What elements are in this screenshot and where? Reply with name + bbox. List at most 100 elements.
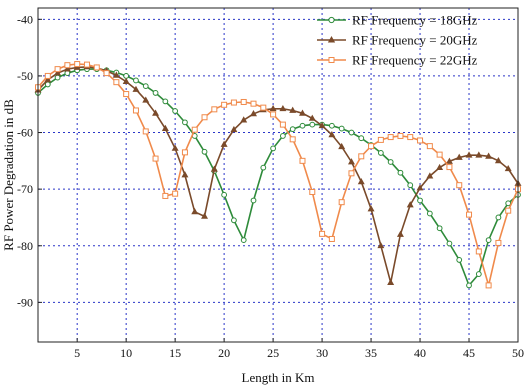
data-point-20ghz: [504, 164, 512, 172]
data-point-18ghz: [436, 225, 443, 232]
data-point-20ghz: [396, 230, 404, 237]
data-point-20ghz: [455, 153, 463, 160]
data-point-20ghz: [279, 104, 287, 112]
data-point-18ghz: [417, 197, 423, 204]
legend-item-18ghz: RF Frequency = 18GHz: [317, 13, 478, 28]
data-point-20ghz: [201, 212, 209, 219]
data-point-18ghz: [348, 129, 355, 136]
data-point-18ghz: [475, 271, 482, 277]
data-point-20ghz: [406, 201, 414, 208]
data-point-20ghz: [171, 144, 179, 151]
axis-ticks: 5 10 15 20 25 30 35 40 45 50 -40 -50 -60 -70 -80 -90: [17, 12, 524, 360]
data-point-22ghz: [270, 111, 277, 118]
plot-frame: [37, 7, 519, 343]
y-tick-label: -50: [17, 69, 33, 83]
data-point-20ghz: [357, 177, 365, 185]
y-tick-label: -80: [17, 239, 33, 253]
legend-label-20ghz: RF Frequency = 20GHz: [352, 33, 478, 48]
data-point-18ghz: [54, 74, 61, 81]
data-point-20ghz: [289, 106, 297, 113]
x-tick-label: 20: [218, 346, 230, 360]
data-point-22ghz: [142, 128, 149, 135]
data-point-22ghz: [309, 188, 316, 195]
data-point-18ghz: [456, 257, 463, 263]
data-point-18ghz: [338, 125, 345, 132]
data-point-22ghz: [181, 149, 188, 156]
legend-item-22ghz: RF Frequency = 22GHz: [317, 53, 478, 68]
data-point-18ghz: [221, 191, 228, 198]
data-point-22ghz: [436, 151, 443, 158]
data-point-20ghz: [347, 158, 355, 165]
data-point-20ghz: [436, 163, 444, 171]
data-point-22ghz: [230, 99, 237, 106]
data-point-20ghz: [220, 140, 228, 147]
data-point-18ghz: [270, 145, 277, 152]
legend-marker-20ghz: [327, 35, 336, 43]
data-point-22ghz: [221, 101, 228, 108]
data-point-20ghz: [54, 69, 62, 76]
x-tick-label: 35: [365, 346, 377, 360]
legend-marker-18ghz: [328, 16, 335, 24]
data-point-20ghz: [63, 65, 71, 72]
data-point-18ghz: [123, 73, 130, 79]
data-point-18ghz: [201, 148, 208, 155]
data-point-22ghz: [387, 134, 394, 141]
data-point-20ghz: [250, 110, 257, 117]
x-tick-label: 40: [414, 346, 426, 360]
data-point-18ghz: [142, 83, 149, 90]
data-point-18ghz: [387, 159, 394, 165]
data-point-22ghz: [495, 239, 502, 246]
data-point-22ghz: [328, 235, 335, 242]
data-point-18ghz: [328, 122, 335, 129]
data-point-20ghz: [181, 171, 189, 178]
data-point-20ghz: [465, 151, 473, 158]
data-point-22ghz: [132, 107, 139, 114]
data-point-18ghz: [446, 240, 453, 247]
data-point-22ghz: [456, 182, 463, 189]
data-point-22ghz: [152, 155, 159, 162]
data-point-22ghz: [368, 143, 375, 150]
data-point-20ghz: [328, 130, 336, 138]
data-point-20ghz: [338, 142, 346, 150]
legend: RF Frequency = 18GHz RF Frequency = 20GH…: [317, 13, 478, 68]
data-point-20ghz: [122, 77, 130, 84]
data-point-22ghz: [397, 132, 404, 139]
legend-label-22ghz: RF Frequency = 22GHz: [352, 53, 478, 68]
y-tick-label: -90: [17, 295, 33, 309]
data-point-20ghz: [152, 109, 160, 116]
series-22ghz: [35, 61, 521, 289]
data-point-22ghz: [44, 72, 51, 79]
data-point-18ghz: [231, 217, 237, 224]
data-point-20ghz: [494, 157, 502, 164]
data-point-22ghz: [83, 61, 90, 68]
data-point-22ghz: [162, 192, 169, 199]
data-point-18ghz: [495, 214, 502, 221]
data-point-20ghz: [377, 241, 385, 249]
data-point-20ghz: [308, 114, 316, 121]
y-axis-title: RF Power Degradation in dB: [1, 99, 16, 251]
data-point-18ghz: [485, 237, 492, 244]
data-point-22ghz: [299, 157, 306, 164]
data-point-20ghz: [112, 71, 120, 78]
x-tick-label: 5: [74, 346, 80, 360]
data-point-22ghz: [358, 153, 365, 160]
series-20ghz: [34, 63, 522, 285]
data-point-20ghz: [132, 85, 140, 92]
data-point-22ghz: [240, 98, 247, 105]
data-point-22ghz: [319, 230, 326, 237]
data-point-20ghz: [426, 172, 434, 179]
data-point-18ghz: [240, 237, 247, 244]
data-point-22ghz: [103, 70, 110, 77]
x-tick-label: 15: [169, 346, 181, 360]
data-point-18ghz: [182, 119, 188, 126]
data-point-22ghz: [485, 282, 492, 289]
data-point-18ghz: [309, 121, 316, 128]
data-point-22ghz: [377, 136, 384, 143]
data-point-18ghz: [426, 210, 433, 217]
data-point-20ghz: [269, 104, 277, 112]
data-point-22ghz: [250, 100, 257, 107]
x-tick-label: 30: [316, 346, 328, 360]
data-point-22ghz: [426, 143, 433, 150]
data-point-22ghz: [113, 79, 120, 86]
